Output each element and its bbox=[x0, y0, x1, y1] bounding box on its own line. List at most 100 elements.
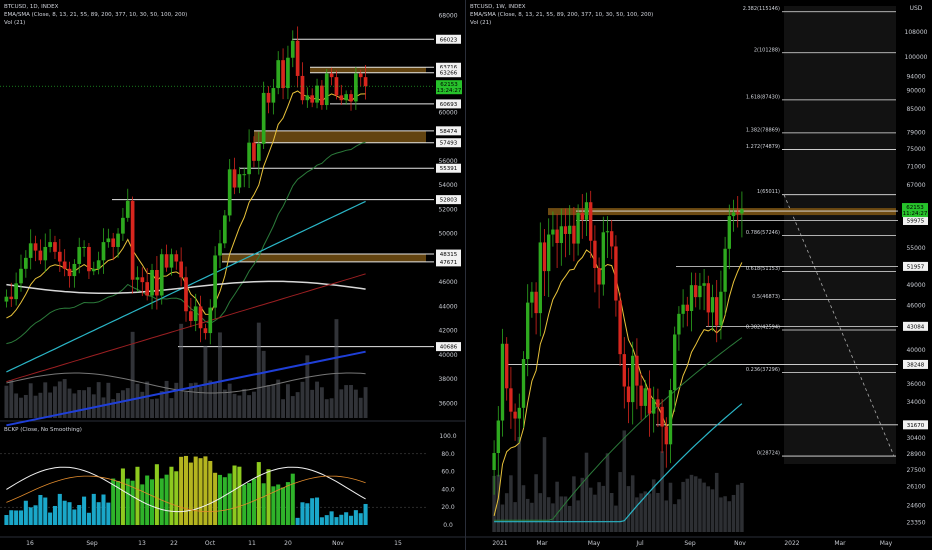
fib-level-label: 1(65011) bbox=[757, 189, 780, 195]
x-tick-label: 11 bbox=[248, 540, 256, 547]
oscillator-bar bbox=[82, 496, 87, 525]
x-tick-label: 13 bbox=[138, 540, 146, 547]
candle-body bbox=[135, 277, 140, 280]
oscillator-bar bbox=[353, 510, 358, 525]
candle-body bbox=[159, 254, 164, 296]
oscillator-bar bbox=[77, 505, 82, 525]
volume-bar bbox=[563, 496, 568, 532]
volume-bar bbox=[120, 390, 125, 418]
y-tick-label: 23350 bbox=[906, 519, 925, 526]
volume-bar bbox=[668, 482, 673, 532]
volume-bar bbox=[184, 391, 188, 418]
candle-body bbox=[719, 291, 723, 326]
level-label-box bbox=[436, 62, 461, 72]
x-tick-label: Nov bbox=[734, 540, 746, 547]
y-tick-label: 40000 bbox=[438, 352, 457, 359]
candle-body bbox=[179, 261, 183, 278]
x-tick-label: Oct bbox=[205, 540, 216, 547]
candle-body bbox=[28, 243, 33, 258]
volume-bar bbox=[62, 379, 67, 418]
volume-bar bbox=[626, 486, 631, 532]
candle-body bbox=[555, 229, 559, 244]
candle-body bbox=[349, 94, 353, 102]
candle-body bbox=[276, 60, 281, 89]
oscillator-bar bbox=[159, 478, 164, 525]
candle-body bbox=[315, 85, 319, 103]
oscillator-bar bbox=[324, 515, 329, 525]
volume-bar bbox=[363, 387, 368, 418]
oscillator-title: BCKP (Close, No Smoothing) bbox=[4, 427, 82, 433]
y-tick-label: 68000 bbox=[438, 12, 457, 19]
level-label: 51957 bbox=[907, 264, 925, 270]
volume-bar bbox=[584, 452, 589, 532]
candle-body bbox=[601, 232, 605, 285]
level-label-box bbox=[436, 68, 461, 78]
candle-body bbox=[492, 453, 496, 471]
y-tick-label: 90000 bbox=[906, 88, 925, 95]
volume-bar bbox=[9, 380, 14, 418]
fib-level-label: 0(28724) bbox=[757, 451, 780, 457]
level-label: 48315 bbox=[440, 252, 458, 258]
volume-bar bbox=[509, 475, 513, 532]
oscillator-bar bbox=[188, 462, 193, 525]
volume-bar bbox=[67, 388, 72, 418]
volume-bar bbox=[639, 493, 643, 532]
candle-body bbox=[542, 242, 547, 272]
volume-bar bbox=[57, 381, 62, 418]
x-tick-label: Jul bbox=[635, 540, 644, 547]
right-volume-label: Vol (21) bbox=[470, 20, 492, 26]
oscillator-bar bbox=[52, 505, 57, 525]
level-label: 52803 bbox=[440, 198, 458, 204]
candle-body bbox=[174, 254, 179, 262]
volume-bar bbox=[492, 475, 496, 532]
candle-body bbox=[580, 212, 584, 220]
y-tick-label: 30400 bbox=[906, 435, 925, 442]
volume-bar bbox=[208, 380, 213, 418]
y-tick-label: 79000 bbox=[906, 129, 925, 136]
volume-bar bbox=[731, 494, 736, 532]
oscillator-tick-label: 60.0 bbox=[441, 469, 455, 476]
y-tick-label: 56000 bbox=[438, 158, 457, 165]
level-label-box bbox=[436, 257, 461, 267]
candle-body bbox=[509, 388, 513, 412]
candle-body bbox=[125, 200, 130, 218]
oscillator-bar bbox=[4, 515, 9, 525]
oscillator-bar bbox=[232, 465, 237, 525]
oscillator-bar bbox=[251, 478, 256, 525]
candle-body bbox=[656, 399, 660, 407]
candle-body bbox=[500, 343, 505, 421]
volume-bar bbox=[290, 396, 295, 418]
volume-bar bbox=[588, 487, 593, 532]
y-tick-label: 46000 bbox=[438, 279, 457, 286]
oscillator-bar bbox=[169, 466, 174, 525]
left-daily-chart[interactable]: 6800066023637166326660693600005847457493… bbox=[0, 0, 466, 550]
candle-body bbox=[668, 390, 673, 445]
volume-bar bbox=[555, 481, 559, 532]
candle-body bbox=[736, 212, 740, 214]
x-tick-label: 16 bbox=[26, 540, 34, 547]
volume-bar bbox=[517, 436, 522, 532]
volume-bar bbox=[324, 399, 329, 418]
volume-bar bbox=[500, 504, 505, 532]
volume-bar bbox=[150, 399, 154, 418]
candle-body bbox=[614, 246, 618, 301]
level-label-box bbox=[436, 126, 461, 136]
oscillator-tick-label: 40.0 bbox=[441, 486, 455, 493]
volume-bar bbox=[710, 489, 715, 532]
volume-bar bbox=[622, 430, 627, 532]
supply-zone bbox=[222, 254, 426, 262]
candle-body bbox=[256, 143, 261, 161]
candle-body bbox=[242, 174, 247, 176]
candle-body bbox=[681, 304, 685, 314]
y-tick-label: 24600 bbox=[906, 503, 925, 510]
volume-bar bbox=[164, 380, 169, 418]
right-chart-title: BTCUSD, 1W, INDEX bbox=[470, 4, 526, 10]
volume-bar bbox=[546, 497, 551, 532]
volume-bar bbox=[630, 475, 635, 532]
level-label: 57493 bbox=[440, 141, 458, 147]
oscillator-bar bbox=[18, 510, 24, 525]
y-tick-label: 27500 bbox=[906, 467, 925, 474]
oscillator-bar bbox=[344, 512, 349, 525]
oscillator-bar bbox=[276, 484, 281, 525]
right-weekly-chart[interactable]: USD 108000 100000 94000 90000 85000 79000 75000… bbox=[466, 0, 932, 550]
